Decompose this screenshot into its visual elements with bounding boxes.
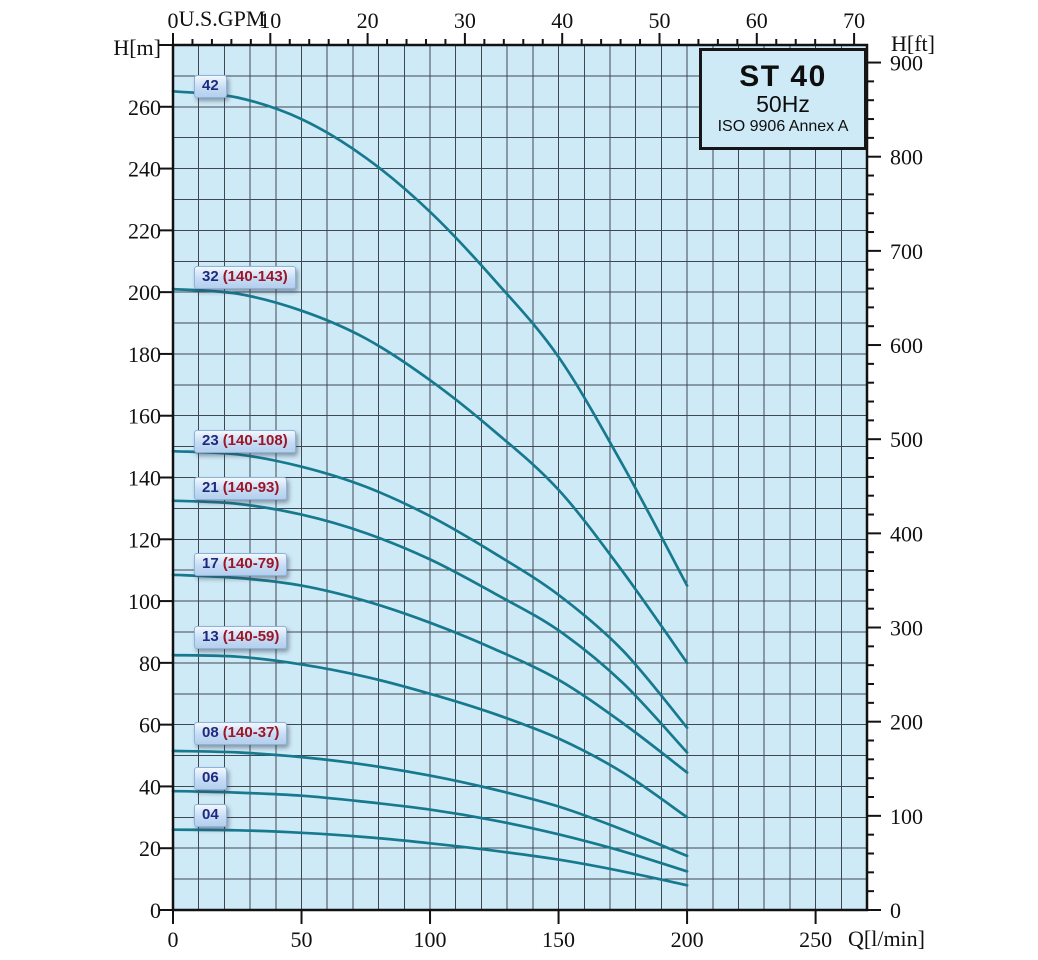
axis-tick-labels: 0 10 20 30 40 50 60 700204060801001201401601802… [128,8,923,952]
curve-label-32: 32 (140-143) [194,266,296,289]
left-tick-label: 180 [128,342,161,367]
curve-label-04: 04 [194,804,227,827]
left-tick-label: 140 [128,466,161,491]
pump-curves [171,89,689,887]
curve-21 [171,499,689,754]
left-tick-label: 80 [139,651,161,676]
right-tick-label: 900 [890,51,923,76]
left-tick-label: 200 [128,280,161,305]
curve-stages: 04 [202,806,219,823]
curve-label-08: 08 (140-37) [194,722,288,745]
curve-stages: 06 [202,769,219,786]
right-tick-label: 800 [890,145,923,170]
left-tick-label: 100 [128,589,161,614]
left-tick-label: 60 [139,713,161,738]
curve-label-21: 21 (140-93) [194,477,288,500]
right-tick-label: 200 [890,710,923,735]
left-tick-label: 40 [139,774,161,799]
bottom-tick-label: 100 [414,927,447,952]
right-tick-label: 500 [890,427,923,452]
bottom-tick-label: 0 [168,927,179,952]
pump-model: ST 40 [739,59,827,93]
curve-label-42: 42 [194,75,227,98]
curve-range: (140-59) [222,628,280,645]
curve-stages: 21 [202,479,219,496]
bottom-tick-label: 200 [671,927,704,952]
left-tick-label: 120 [128,527,161,552]
curve-06 [171,789,689,873]
right-tick-label: 0 [890,898,901,923]
curve-17 [171,573,689,774]
axis-ticks [159,33,881,924]
curve-range: (140-108) [222,432,288,449]
curve-stages: 08 [202,724,219,741]
left-tick-label: 0 [150,898,161,923]
right-axis-unit: H[ft] [891,31,935,56]
curve-range: (140-79) [222,555,280,572]
top-tick-label: 40 [551,8,573,33]
top-tick-label: 50 [648,8,670,33]
top-tick-label: 30 [454,8,476,33]
right-tick-label: 300 [890,616,923,641]
right-tick-label: 700 [890,239,923,264]
curve-stages: 32 [202,268,219,285]
curve-32 [171,287,689,665]
curve-04 [171,828,689,887]
curve-range: (140-93) [222,479,280,496]
curve-label-17: 17 (140-79) [194,553,288,576]
test-standard: ISO 9906 Annex A [717,118,849,136]
curve-stages: 13 [202,628,219,645]
left-tick-label: 220 [128,218,161,243]
curve-13 [171,653,689,819]
top-tick-label: 0 [168,8,179,33]
curve-stages: 17 [202,555,219,572]
top-tick-label: 70 [843,8,865,33]
bottom-tick-label: 150 [542,927,575,952]
top-axis-unit: U.S.GPM [178,6,266,31]
curve-range: (140-143) [222,268,288,285]
left-tick-label: 240 [128,157,161,182]
pump-frequency: 50Hz [756,90,810,117]
curve-range: (140-37) [222,724,280,741]
curve-23 [171,449,689,730]
right-tick-label: 600 [890,333,923,358]
curve-label-06: 06 [194,767,227,790]
left-tick-label: 260 [128,95,161,120]
curve-stages: 23 [202,432,219,449]
curve-stages: 42 [202,77,219,94]
left-tick-label: 20 [139,836,161,861]
bottom-tick-label: 50 [291,927,313,952]
curve-42 [171,89,689,587]
bottom-axis-unit: Q[l/min] [848,926,925,951]
top-tick-label: 10 [259,8,281,33]
title-box: ST 40 50Hz ISO 9906 Annex A [699,48,867,150]
top-tick-label: 60 [746,8,768,33]
top-tick-label: 20 [357,8,379,33]
curve-label-13: 13 (140-59) [194,626,288,649]
right-tick-label: 100 [890,804,923,829]
right-tick-label: 400 [890,521,923,546]
left-tick-label: 160 [128,404,161,429]
bottom-tick-label: 250 [799,927,832,952]
left-axis-unit: H[m] [113,35,161,60]
curve-label-23: 23 (140-108) [194,430,296,453]
curve-08 [171,749,689,858]
